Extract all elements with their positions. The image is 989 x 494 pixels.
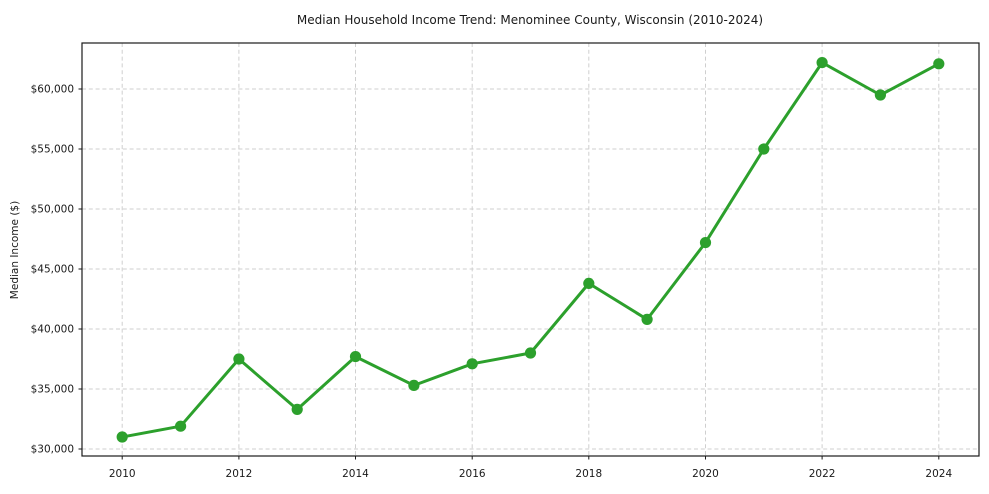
data-point-2024 xyxy=(933,58,945,70)
data-point-2010 xyxy=(116,431,128,443)
data-point-2012 xyxy=(233,353,245,365)
data-point-2018 xyxy=(583,277,595,289)
y-tick-label: $55,000 xyxy=(31,144,74,156)
data-point-2015 xyxy=(408,379,420,391)
x-tick-label: 2022 xyxy=(809,468,836,480)
x-tick-label: 2010 xyxy=(109,468,136,480)
plot-frame xyxy=(81,42,980,457)
data-point-2022 xyxy=(816,57,828,69)
y-tick-label: $50,000 xyxy=(31,204,74,216)
x-tick-label: 2018 xyxy=(575,468,602,480)
y-tick-label: $35,000 xyxy=(31,384,74,396)
y-axis-label: Median Income ($) xyxy=(9,201,21,299)
y-tick-label: $45,000 xyxy=(31,264,74,276)
x-tick-label: 2016 xyxy=(459,468,486,480)
data-point-2020 xyxy=(699,237,712,249)
trend-line xyxy=(120,61,941,439)
y-tick-label: $40,000 xyxy=(31,324,74,336)
x-tick-label: 2014 xyxy=(342,468,369,480)
chart-title: Median Household Income Trend: Menominee… xyxy=(297,13,763,27)
data-point-2021 xyxy=(758,143,770,155)
x-tick-label: 2024 xyxy=(925,468,952,480)
data-point-2014 xyxy=(349,351,362,363)
x-tick-label: 2012 xyxy=(226,468,253,480)
data-point-2013 xyxy=(291,403,303,415)
x-tick-label: 2020 xyxy=(692,468,719,480)
data-point-2011 xyxy=(175,420,187,432)
y-tick-label: $30,000 xyxy=(31,444,74,456)
data-point-2017 xyxy=(524,347,537,359)
y-tick-label: $60,000 xyxy=(31,84,74,96)
data-point-2016 xyxy=(466,358,478,370)
data-point-2023 xyxy=(874,89,887,101)
data-point-2019 xyxy=(641,313,653,325)
chart-layers: $30,000 $35,000 $40,000 $45,000 $50,000 $55,0… xyxy=(31,42,980,480)
